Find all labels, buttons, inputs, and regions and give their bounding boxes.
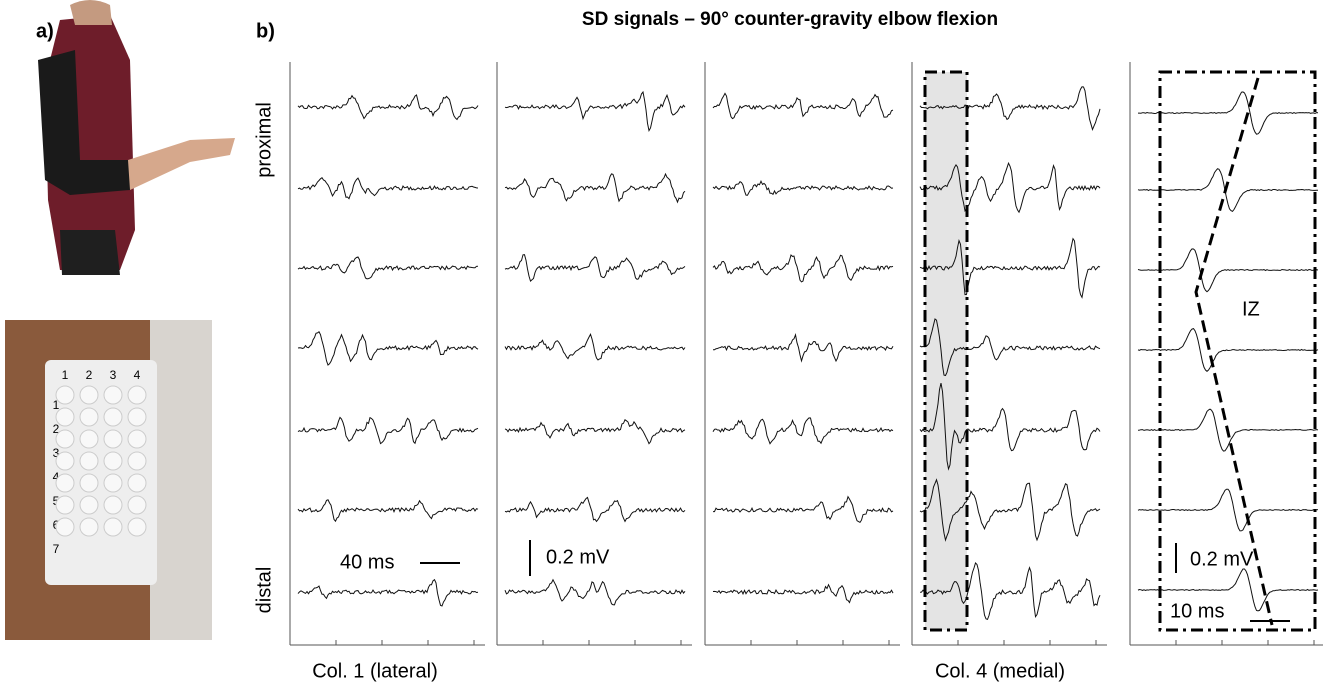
emg-trace	[297, 416, 479, 445]
electrode	[127, 385, 147, 405]
electrode	[127, 473, 147, 493]
emg-trace	[712, 417, 894, 445]
electrode	[127, 429, 147, 449]
propagation-line	[1194, 77, 1274, 626]
axis-label: distal	[253, 567, 275, 614]
electrode-row-label: 3	[53, 446, 60, 460]
emg-trace	[504, 333, 686, 361]
annotation: IZ	[1242, 298, 1260, 320]
electrode-column-label: 4	[134, 368, 141, 382]
emg-trace	[504, 172, 686, 204]
electrode-column-label: 1	[62, 368, 69, 382]
electrode	[103, 429, 123, 449]
electrode	[55, 407, 75, 427]
emg-trace	[1137, 568, 1319, 612]
electrode	[55, 429, 75, 449]
emg-trace	[1137, 328, 1319, 372]
emg-trace	[712, 92, 894, 120]
highlight	[925, 72, 967, 630]
signal-panels	[289, 62, 1323, 646]
electrode	[79, 385, 99, 405]
electrode-row-label: 2	[53, 422, 60, 436]
scale-label: 0.2 mV	[1190, 548, 1254, 570]
emg-trace	[919, 318, 1101, 377]
panel-label: a)	[36, 20, 54, 42]
electrode	[55, 473, 75, 493]
scale-label: 10 ms	[1170, 600, 1224, 622]
emg-trace	[712, 254, 894, 283]
electrode	[127, 495, 147, 515]
scale-label: 40 ms	[340, 551, 394, 573]
emg-trace	[297, 176, 479, 200]
emg-trace	[712, 583, 894, 604]
emg-trace	[1138, 91, 1319, 135]
column-label: Col. 1 (lateral)	[312, 660, 438, 682]
emg-trace	[297, 578, 479, 607]
electrode	[103, 451, 123, 471]
electrode	[79, 407, 99, 427]
electrode	[79, 429, 99, 449]
electrode	[79, 517, 99, 537]
emg-trace	[1137, 248, 1319, 293]
emg-trace	[919, 86, 1101, 132]
electrode-row-label: 4	[53, 470, 60, 484]
emg-trace	[1137, 168, 1319, 213]
emg-trace	[713, 495, 894, 524]
emg-trace	[504, 254, 686, 283]
emg-trace	[919, 161, 1101, 214]
electrode-grid: 12341234567	[53, 368, 147, 556]
scale-label: 0.2 mV	[546, 546, 610, 568]
emg-trace	[297, 331, 479, 366]
emg-trace	[1137, 488, 1319, 532]
electrode	[127, 517, 147, 537]
arm-photo	[30, 0, 245, 278]
emg-trace	[297, 499, 479, 523]
zoom-border	[1158, 70, 1317, 632]
emg-trace	[504, 578, 686, 606]
electrode-column-label: 2	[86, 368, 93, 382]
electrode	[79, 451, 99, 471]
electrode	[103, 473, 123, 493]
emg-trace	[504, 90, 686, 132]
electrode	[127, 407, 147, 427]
axis-label: proximal	[253, 102, 275, 178]
emg-trace	[297, 94, 479, 121]
emg-trace	[297, 256, 479, 280]
figure-title: SD signals – 90° counter-gravity elbow f…	[582, 9, 998, 30]
panel-label: b)	[256, 20, 275, 42]
electrode	[55, 495, 75, 515]
electrode	[79, 495, 99, 515]
emg-trace	[1137, 408, 1319, 452]
electrode	[127, 451, 147, 471]
emg-trace	[712, 179, 894, 196]
electrode	[55, 385, 75, 405]
electrode	[103, 517, 123, 537]
electrode-row-label: 7	[53, 542, 60, 556]
electrode-row-label: 1	[53, 398, 60, 412]
emg-trace	[919, 478, 1101, 542]
electrode-row-label: 5	[53, 494, 60, 508]
emg-trace	[919, 237, 1101, 299]
electrode	[55, 517, 75, 537]
electrode	[103, 385, 123, 405]
column-label: Col. 4 (medial)	[935, 660, 1065, 682]
emg-trace	[713, 332, 894, 363]
emg-trace	[919, 382, 1101, 471]
electrode	[103, 495, 123, 515]
electrode	[79, 473, 99, 493]
emg-trace	[504, 496, 686, 523]
electrode	[55, 451, 75, 471]
emg-trace	[504, 419, 686, 445]
electrode-column-label: 3	[110, 368, 117, 382]
electrode	[103, 407, 123, 427]
emg-trace	[919, 562, 1101, 621]
